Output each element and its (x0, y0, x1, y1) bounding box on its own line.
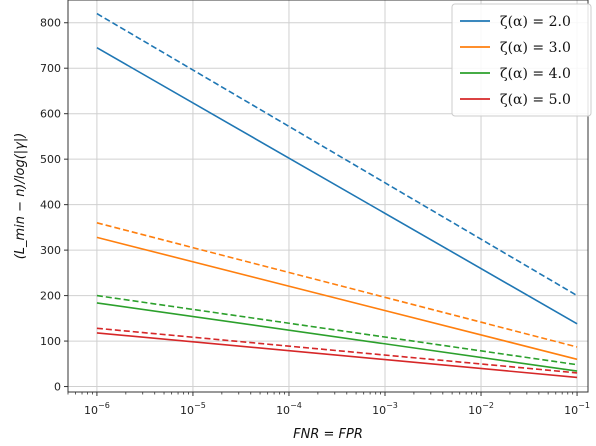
legend-label: ζ(α) = 2.0 (500, 14, 571, 30)
x-tick-label: 10−5 (180, 401, 206, 417)
legend-label: ζ(α) = 3.0 (500, 40, 571, 56)
series-lines (96, 12, 578, 379)
legend: ζ(α) = 2.0 ζ(α) = 3.0 ζ(α) = 4.0 ζ(α) = 5.0 (451, 3, 592, 117)
legend-label: ζ(α) = 5.0 (500, 92, 571, 108)
legend-box (451, 3, 592, 117)
y-tick-label: 500 (40, 153, 61, 166)
y-tick-label: 400 (40, 199, 61, 212)
x-tick-label: 10−6 (84, 401, 110, 417)
series-line-0 (96, 47, 578, 325)
series-line-7 (96, 327, 578, 374)
y-axis-label: (L_min − n)/log(|γ|) (13, 133, 28, 260)
y-axis-ticks: 0 100 200 300 400 500 600 700 800 (40, 17, 68, 394)
x-tick-label: 10−4 (276, 401, 302, 417)
y-tick-label: 100 (40, 335, 61, 348)
y-tick-label: 600 (40, 108, 61, 121)
x-axis-ticks: 10−6 10−5 10−4 10−3 10−2 10−1 (67, 392, 590, 417)
legend-label: ζ(α) = 4.0 (500, 66, 571, 82)
x-tick-label: 10−1 (564, 401, 590, 417)
series-line-2 (96, 236, 578, 361)
x-tick-label: 10−3 (372, 401, 398, 417)
y-tick-label: 0 (54, 381, 61, 394)
series-line-1 (96, 12, 578, 297)
y-tick-label: 200 (40, 290, 61, 303)
plot-frame (67, 0, 589, 393)
x-tick-label: 10−2 (468, 401, 494, 417)
y-tick-label: 800 (40, 17, 61, 30)
series-line-5 (96, 294, 578, 366)
y-tick-label: 300 (40, 244, 61, 257)
series-line-4 (96, 302, 578, 372)
y-tick-label: 700 (40, 62, 61, 75)
series-line-6 (96, 332, 578, 379)
series-line-3 (96, 222, 578, 348)
x-axis-label: FNR = FPR (293, 427, 363, 442)
